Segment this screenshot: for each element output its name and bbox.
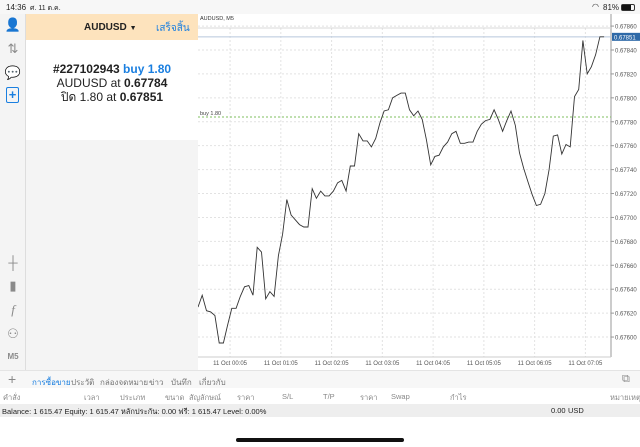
open-label: AUDUSD at (56, 76, 121, 90)
chart-title: AUDUSD, M5 (200, 16, 234, 22)
balance-row: Balance: 1 615.47 Equity: 1 615.47 หลักป… (0, 404, 640, 417)
x-tick-label: 11 Oct 05:05 (467, 361, 502, 367)
order-panel-header: AUDUSD ▼ เสร็จสิ้น (26, 14, 198, 40)
col-volume: ขนาด (165, 393, 185, 402)
col-type: ประเภท (120, 393, 146, 402)
tab-news[interactable]: ข่าว (149, 378, 164, 387)
crosshair-icon[interactable]: ┼ (8, 255, 18, 270)
x-tick-label: 11 Oct 06:05 (518, 361, 553, 367)
y-tick-label: 0.67780 (615, 120, 637, 126)
order-id: #227102943 (52, 62, 120, 76)
close-label: ปิด 1.80 at (60, 90, 117, 104)
account-icon[interactable]: 👤 (4, 17, 22, 32)
y-tick-label: 0.67640 (615, 288, 637, 294)
current-price-label: 0.67851 (614, 35, 636, 41)
trade-arrows-icon[interactable]: ⇅ (7, 41, 19, 56)
col-tp: T/P (323, 392, 335, 401)
close-price: 0.67851 (119, 90, 164, 104)
current-price-tag (612, 32, 640, 41)
order-panel: AUDUSD ▼ เสร็จสิ้น #227102943 buy 1.80 A… (26, 14, 198, 370)
y-tick-label: 0.67740 (615, 168, 637, 174)
timeframe-button[interactable]: M5 (7, 352, 19, 361)
chart-svg[interactable]: 0.67600 0.67620 0.67640 0.67660 0.67680 0.677… (197, 14, 640, 370)
y-tick-label: 0.67800 (615, 96, 637, 102)
status-date: ศ. 11 ต.ค. (30, 5, 61, 12)
tab-history[interactable]: ประวัติ (71, 378, 95, 387)
y-tick-label: 0.67720 (615, 192, 637, 198)
done-button[interactable]: เสร็จสิ้น (156, 23, 190, 34)
order-summary: #227102943 buy 1.80 AUDUSD at 0.67784 ปิ… (26, 40, 198, 140)
total-profit: 0.00 (551, 406, 566, 415)
y-tick-label: 0.67840 (615, 49, 637, 55)
left-toolbar: 👤 ⇅ 💬 + ┼ ▮ f ⚇ M5 (0, 14, 26, 370)
tab-mailbox[interactable]: กล่องจดหมาย (100, 378, 149, 387)
y-tick-label: 0.67700 (615, 216, 637, 222)
symbol-selector[interactable]: AUDUSD ▼ (84, 22, 137, 33)
x-tick-label: 11 Oct 04:05 (416, 361, 451, 367)
price-line (197, 36, 605, 344)
status-bar: 14:36 ศ. 11 ต.ค. ◠ 81% (0, 0, 640, 14)
status-time: 14:36 (6, 3, 27, 12)
y-tick-label: 0.67660 (615, 264, 637, 270)
y-tick-label: 0.67760 (615, 144, 637, 150)
y-tick-label: 0.67680 (615, 240, 637, 246)
indicators-icon[interactable]: f (11, 302, 15, 317)
currency: USD (568, 406, 584, 415)
new-order-icon[interactable]: + (6, 87, 19, 103)
y-tick-label: 0.67860 (615, 25, 637, 31)
symbol-label: AUDUSD (84, 22, 127, 33)
x-tick-label: 11 Oct 07:05 (568, 361, 603, 367)
chevron-down-icon: ▼ (129, 25, 137, 32)
chat-icon[interactable]: 💬 (4, 65, 22, 80)
tab-about[interactable]: เกี่ยวกับ (199, 378, 226, 387)
objects-icon[interactable]: ⚇ (7, 326, 19, 341)
add-icon[interactable]: + (8, 371, 17, 387)
y-tick-label: 0.67600 (615, 336, 637, 342)
x-tick-label: 11 Oct 00:05 (213, 361, 248, 367)
y-tick-label: 0.67620 (615, 312, 637, 318)
buy-line-label: buy 1.80 (200, 111, 221, 117)
x-tick-label: 11 Oct 01:05 (264, 361, 299, 367)
x-tick-label: 11 Oct 03:05 (365, 361, 400, 367)
x-tick-label: 11 Oct 02:05 (315, 361, 350, 367)
col-order: คำสั่ง (3, 393, 21, 402)
col-profit: กำไร (450, 393, 467, 402)
expand-icon[interactable]: ⧉ (622, 373, 630, 385)
col-current-price: ราคา (360, 393, 378, 402)
col-sl: S/L (282, 392, 294, 401)
y-tick-label: 0.67820 (615, 72, 637, 78)
order-side: buy 1.80 (123, 62, 172, 76)
price-chart[interactable]: 0.67600 0.67620 0.67640 0.67660 0.67680 0.677… (197, 14, 640, 370)
col-time: เวลา (84, 393, 100, 402)
table-header: คำสั่ง เวลา ประเภท ขนาด สัญลักษณ์ ราคา S… (0, 388, 640, 404)
tab-journal[interactable]: บันทึก (171, 378, 192, 387)
col-symbol: สัญลักษณ์ (189, 393, 222, 402)
battery-percent: 81% (603, 3, 620, 12)
tab-trade[interactable]: การซื้อขาย (32, 378, 71, 387)
balance-text: Balance: 1 615.47 Equity: 1 615.47 หลักป… (2, 407, 267, 416)
open-price: 0.67784 (123, 76, 168, 90)
col-comment: หมายเหตุ (610, 393, 640, 402)
chart-type-icon[interactable]: ▮ (9, 278, 17, 293)
wifi-icon: ◠ (592, 2, 599, 11)
col-swap: Swap (391, 392, 410, 401)
col-price: ราคา (237, 393, 255, 402)
home-indicator (236, 438, 404, 442)
terminal-toolbar: + การซื้อขาย ประวัติ กล่องจดหมาย ข่าว บั… (0, 370, 640, 388)
battery-icon (621, 4, 635, 11)
